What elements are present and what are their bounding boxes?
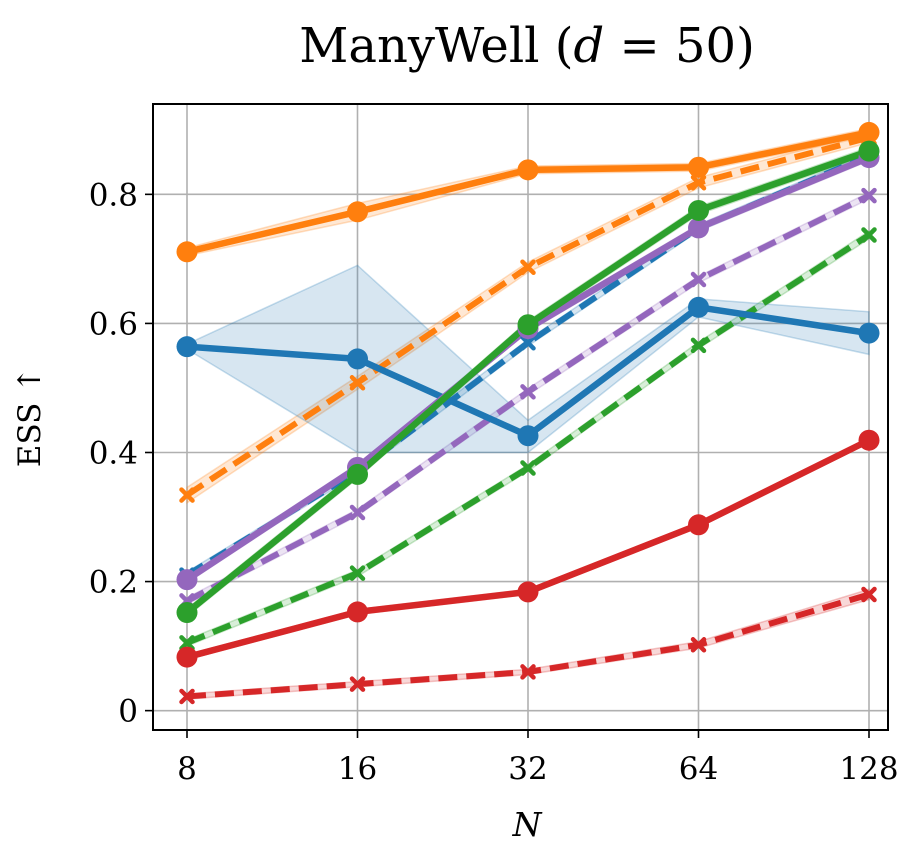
y-axis-label: ESS ↑ xyxy=(12,367,48,467)
series-3-point xyxy=(179,688,195,705)
series-4-point xyxy=(520,335,536,351)
series-7-point xyxy=(688,217,709,239)
chart-title-variable: d xyxy=(574,18,605,74)
plot-frame xyxy=(152,103,889,731)
x-tick-label: 8 xyxy=(177,751,197,787)
chart-title-suffix: = 50) xyxy=(604,18,755,74)
series-markers xyxy=(176,121,880,705)
series-2-point xyxy=(690,271,707,288)
series-0-point xyxy=(690,174,707,191)
series-0-point xyxy=(179,487,195,503)
series-9-point xyxy=(688,514,709,536)
series-9-point xyxy=(517,581,539,603)
series-9-point xyxy=(347,601,368,623)
series-1-point xyxy=(690,337,707,354)
series-8-point xyxy=(176,602,198,624)
series-1-point xyxy=(179,635,195,651)
series-2-point xyxy=(349,504,366,521)
series-8-point xyxy=(517,314,539,336)
series-0-point xyxy=(520,259,536,276)
series-2-point xyxy=(520,384,536,400)
series-8-point xyxy=(688,199,709,221)
x-axis-label: N xyxy=(512,805,543,844)
series-5-point xyxy=(176,241,198,263)
y-tick-label: 0 xyxy=(118,694,138,730)
chart-title: ManyWell (d = 50) xyxy=(299,18,755,74)
series-6-point xyxy=(517,425,539,447)
y-tick-label: 0.8 xyxy=(89,177,138,213)
series-0-point xyxy=(349,375,366,391)
series-5-point xyxy=(517,159,539,181)
series-2-point xyxy=(861,187,877,204)
series-9-point xyxy=(858,429,880,451)
x-tick-label: 128 xyxy=(839,751,898,787)
x-tick-label: 16 xyxy=(338,751,377,787)
series-6-point xyxy=(347,348,368,370)
series-3-point xyxy=(349,676,366,692)
y-tick-label: 0.2 xyxy=(89,565,138,601)
series-1-point xyxy=(349,565,366,581)
x-axis-ticks: 8 16 32 64 128 xyxy=(177,730,899,787)
y-axis-ticks: 0 0.2 0.4 0.6 0.8 xyxy=(89,177,153,730)
series-5-point xyxy=(858,121,880,143)
series-5-point xyxy=(688,156,709,178)
x-tick-label: 32 xyxy=(508,751,547,787)
series-8-point xyxy=(347,463,368,485)
series-7-point xyxy=(176,569,198,591)
x-tick-label: 64 xyxy=(679,751,718,787)
series-6-point xyxy=(858,322,880,344)
series-3-point xyxy=(690,637,707,653)
series-3-point xyxy=(520,664,536,680)
series-6-point xyxy=(176,336,198,358)
series-1-point xyxy=(861,227,877,243)
y-tick-label: 0.6 xyxy=(89,306,138,342)
series-3-point xyxy=(861,586,877,603)
series-5-point xyxy=(347,201,368,223)
y-tick-label: 0.4 xyxy=(89,435,138,471)
series-1-point xyxy=(520,460,536,476)
series-6-point xyxy=(688,296,709,318)
series-9-point xyxy=(176,646,198,668)
series-8-point xyxy=(858,140,880,162)
chart-title-prefix: ManyWell ( xyxy=(299,18,573,74)
series-1-line xyxy=(185,232,871,646)
